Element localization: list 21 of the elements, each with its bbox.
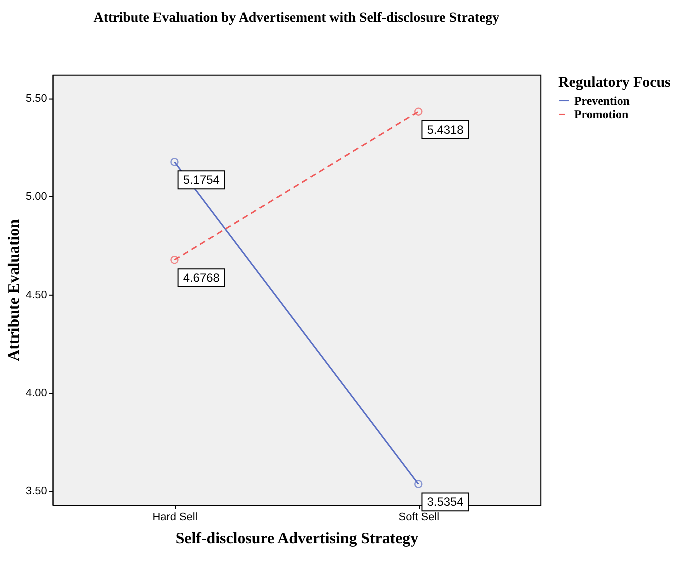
point [170, 158, 179, 166]
legend-label: Prevention [574, 94, 630, 108]
x-axis-title: Self-disclosure Advertising Strategy [176, 530, 419, 548]
y-tick-label: 4.00 [26, 388, 48, 400]
data-label: 5.1754 [183, 173, 220, 188]
data-label: 4.6768 [183, 271, 220, 286]
y-tick-label: 5.00 [26, 191, 48, 204]
y-tick-label: 5.50 [26, 92, 48, 105]
x-tick-label: Hard Sell [152, 511, 198, 524]
point [170, 256, 179, 264]
legend-label: Promotion [574, 108, 629, 122]
y-tick-label: 3.50 [26, 486, 48, 498]
data-label: 3.5354 [427, 495, 464, 510]
point [414, 480, 423, 488]
y-tick-label: 4.50 [26, 289, 48, 302]
x-tick-label: Soft Sell [398, 511, 440, 524]
data-label: 5.4318 [427, 122, 464, 137]
legend-title: Regulatory Focus [558, 74, 672, 91]
chart-title: Attribute Evaluation by Advertisement with Self-disclosure Strategy [94, 11, 500, 26]
y-axis-title: Attribute Evaluation [6, 219, 24, 362]
point [414, 108, 423, 116]
